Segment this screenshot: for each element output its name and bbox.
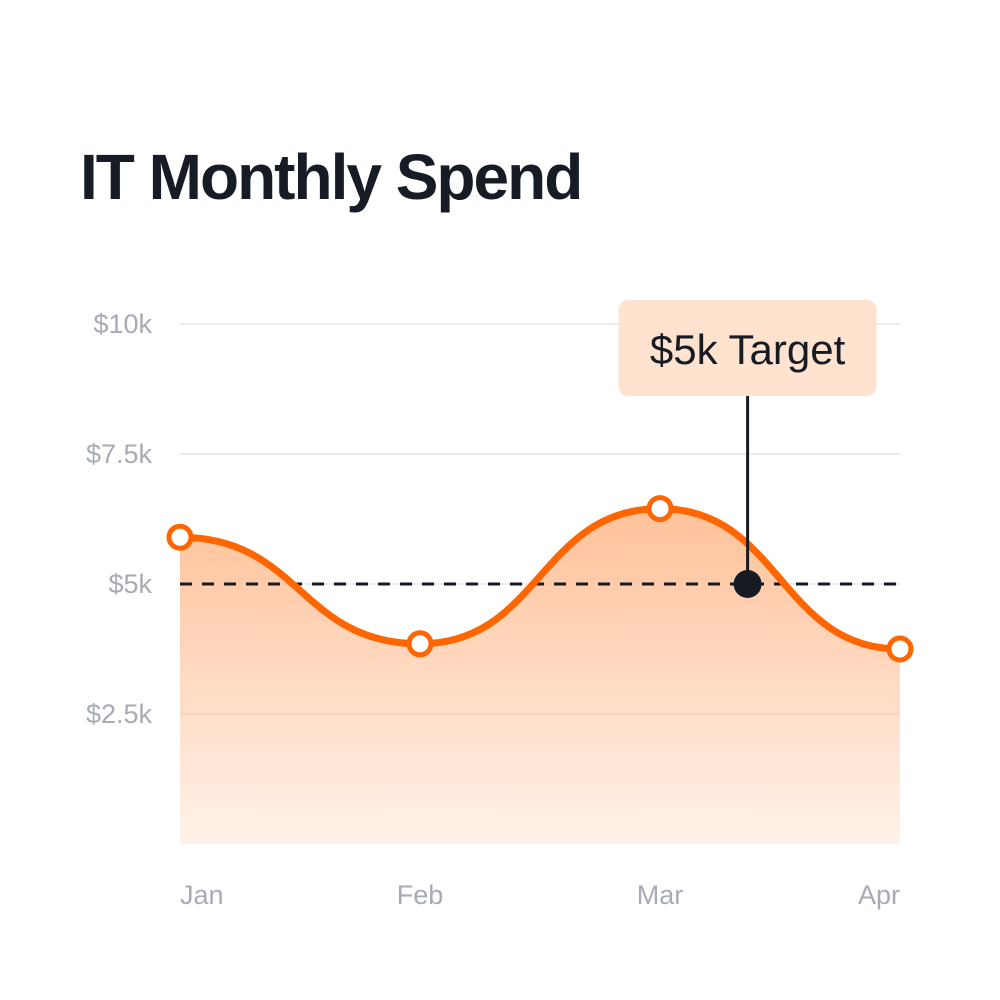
series-area [180, 508, 900, 844]
data-point [406, 630, 434, 658]
x-tick-label: Mar [637, 880, 684, 910]
target-callout [618, 300, 877, 396]
series-line [176, 505, 904, 653]
data-point [166, 523, 194, 551]
data-point [886, 635, 914, 663]
data-point [646, 495, 674, 523]
x-tick-label: Feb [397, 880, 444, 910]
y-tick-label: $5k [108, 569, 152, 599]
chart-title: IT Monthly Spend [80, 141, 583, 213]
x-tick-label: Apr [858, 880, 900, 910]
target-callout-label: $5k Target [650, 326, 846, 373]
y-tick-label: $7.5k [86, 439, 153, 469]
x-tick-label: Jan [180, 880, 224, 910]
y-tick-label: $10k [93, 309, 152, 339]
y-tick-label: $2.5k [86, 699, 153, 729]
target-marker [733, 570, 762, 598]
